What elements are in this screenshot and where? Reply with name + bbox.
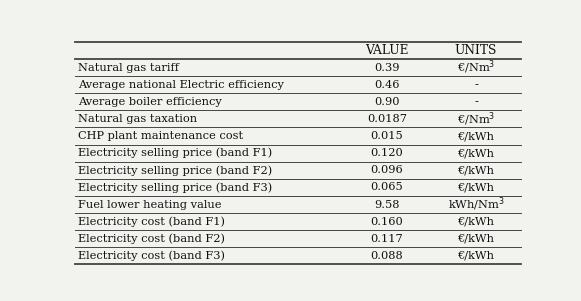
- Text: CHP plant maintenance cost: CHP plant maintenance cost: [78, 131, 243, 141]
- Text: Electricity selling price (band F1): Electricity selling price (band F1): [78, 148, 272, 158]
- Text: €/kWh: €/kWh: [458, 148, 494, 158]
- Text: kWh/Nm$^3$: kWh/Nm$^3$: [447, 196, 504, 213]
- Text: 0.015: 0.015: [371, 131, 403, 141]
- Text: 0.0187: 0.0187: [367, 114, 407, 124]
- Text: -: -: [474, 80, 478, 90]
- Text: Natural gas tariff: Natural gas tariff: [78, 63, 180, 73]
- Text: €/kWh: €/kWh: [458, 165, 494, 175]
- Text: Electricity cost (band F3): Electricity cost (band F3): [78, 250, 225, 261]
- Text: 0.117: 0.117: [371, 234, 403, 244]
- Text: 0.088: 0.088: [371, 251, 403, 261]
- Text: VALUE: VALUE: [365, 44, 408, 57]
- Text: Electricity cost (band F1): Electricity cost (band F1): [78, 216, 225, 227]
- Text: Average national Electric efficiency: Average national Electric efficiency: [78, 80, 284, 90]
- Text: €/Nm$^3$: €/Nm$^3$: [457, 110, 495, 128]
- Text: €/kWh: €/kWh: [458, 182, 494, 192]
- Text: €/kWh: €/kWh: [458, 234, 494, 244]
- Text: €/Nm$^3$: €/Nm$^3$: [457, 59, 495, 76]
- Text: Electricity selling price (band F2): Electricity selling price (band F2): [78, 165, 272, 175]
- Text: €/kWh: €/kWh: [458, 217, 494, 227]
- Text: 0.39: 0.39: [374, 63, 400, 73]
- Text: 0.096: 0.096: [371, 165, 403, 175]
- Text: UNITS: UNITS: [455, 44, 497, 57]
- Text: Fuel lower heating value: Fuel lower heating value: [78, 200, 222, 209]
- Text: -: -: [474, 97, 478, 107]
- Text: Electricity cost (band F2): Electricity cost (band F2): [78, 234, 225, 244]
- Text: €/kWh: €/kWh: [458, 131, 494, 141]
- Text: Electricity selling price (band F3): Electricity selling price (band F3): [78, 182, 272, 193]
- Text: 0.065: 0.065: [371, 182, 403, 192]
- Text: 0.160: 0.160: [371, 217, 403, 227]
- Text: 0.46: 0.46: [374, 80, 400, 90]
- Text: Average boiler efficiency: Average boiler efficiency: [78, 97, 222, 107]
- Text: €/kWh: €/kWh: [458, 251, 494, 261]
- Text: 0.120: 0.120: [371, 148, 403, 158]
- Text: 0.90: 0.90: [374, 97, 400, 107]
- Text: 9.58: 9.58: [374, 200, 400, 209]
- Text: Natural gas taxation: Natural gas taxation: [78, 114, 198, 124]
